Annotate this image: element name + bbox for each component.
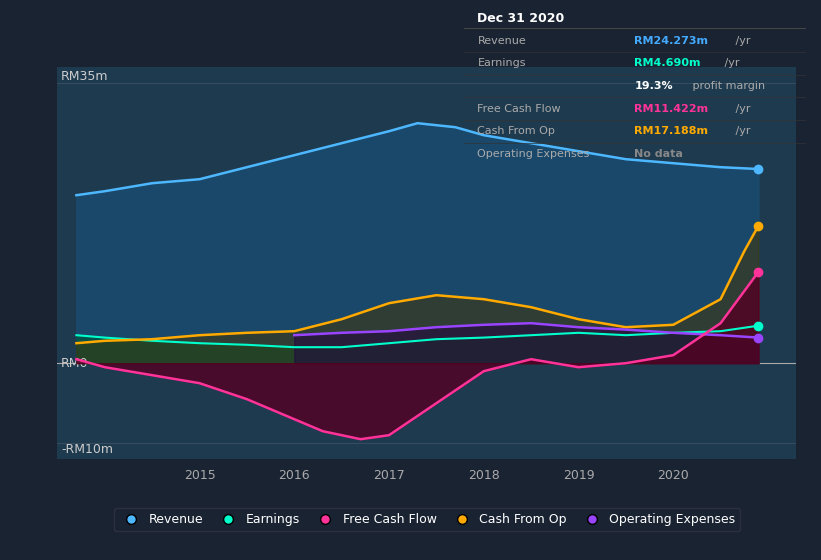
Text: RM4.690m: RM4.690m <box>635 58 700 68</box>
Text: /yr: /yr <box>732 36 751 46</box>
Text: /yr: /yr <box>722 58 740 68</box>
Text: RM11.422m: RM11.422m <box>635 104 709 114</box>
Text: profit margin: profit margin <box>689 81 765 91</box>
Text: 19.3%: 19.3% <box>635 81 673 91</box>
Text: Revenue: Revenue <box>478 36 526 46</box>
Text: RM24.273m: RM24.273m <box>635 36 709 46</box>
Text: /yr: /yr <box>732 104 751 114</box>
Text: Cash From Op: Cash From Op <box>478 126 555 136</box>
Text: No data: No data <box>635 149 683 159</box>
Text: /yr: /yr <box>732 126 751 136</box>
Text: RM17.188m: RM17.188m <box>635 126 709 136</box>
Text: Free Cash Flow: Free Cash Flow <box>478 104 561 114</box>
Text: Operating Expenses: Operating Expenses <box>478 149 589 159</box>
Text: RM0: RM0 <box>62 357 89 370</box>
Text: -RM10m: -RM10m <box>62 443 113 456</box>
Legend: Revenue, Earnings, Free Cash Flow, Cash From Op, Operating Expenses: Revenue, Earnings, Free Cash Flow, Cash … <box>113 508 741 531</box>
Text: Dec 31 2020: Dec 31 2020 <box>478 12 565 25</box>
Text: Earnings: Earnings <box>478 58 526 68</box>
Text: RM35m: RM35m <box>62 70 108 83</box>
